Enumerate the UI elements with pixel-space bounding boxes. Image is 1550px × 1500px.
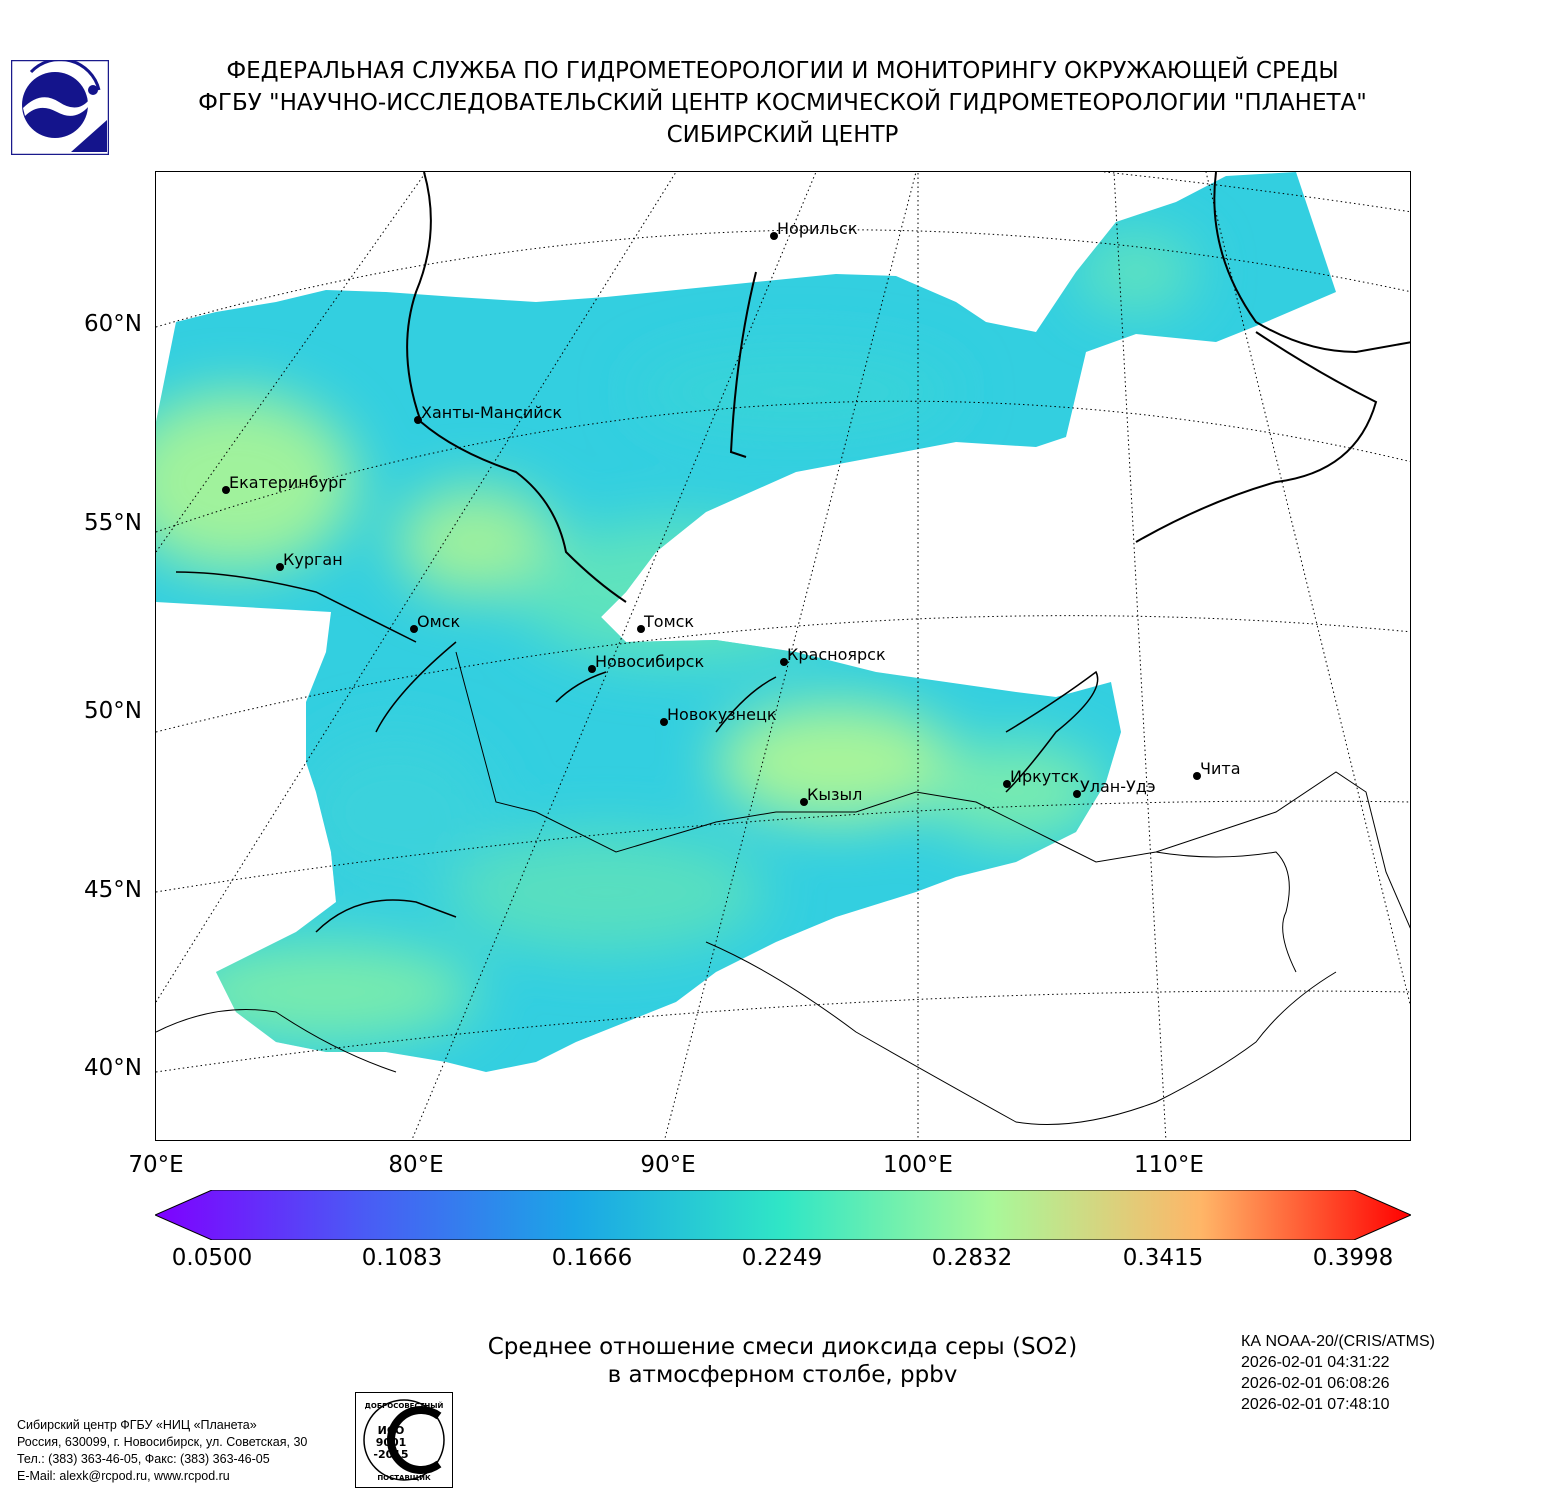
- city-marker: [1193, 772, 1201, 780]
- city-marker: [637, 625, 645, 633]
- lat-label: 50°N: [84, 698, 142, 724]
- lon-label: 70°E: [128, 1152, 184, 1178]
- so2-field: [156, 172, 1336, 1072]
- colorbar-tick-label: 0.1083: [361, 1245, 443, 1271]
- map-canvas: Норильск Ханты-Мансийск Екатеринбург Курган…: [156, 172, 1410, 1140]
- iso-top-text: ДОБРОСОВЕСТНЫЙ: [365, 1401, 444, 1410]
- footer-line: Сибирский центр ФГБУ «НИЦ «Планета»: [17, 1418, 257, 1432]
- graticule: [156, 172, 1410, 1140]
- footer-line: E-Mail: alexk@rcpod.ru, www.rcpod.ru: [17, 1469, 230, 1483]
- city-marker: [222, 486, 230, 494]
- city-marker: [414, 416, 422, 424]
- city-markers: Норильск Ханты-Мансийск Екатеринбург Курган…: [222, 219, 1241, 806]
- city-label: Томск: [643, 612, 694, 631]
- city-marker: [660, 718, 668, 726]
- city-label: Иркутск: [1010, 767, 1079, 786]
- city-label: Улан-Удэ: [1080, 777, 1156, 796]
- iso-line-2: 9001: [376, 1436, 407, 1449]
- pass-time: 2026-02-01 06:08:26: [1241, 1375, 1390, 1392]
- lat-label: 55°N: [84, 510, 142, 536]
- lat-label: 40°N: [84, 1055, 142, 1081]
- iso-certificate-badge: ДОБРОСОВЕСТНЫЙ ИСО 9001 -2015 ПОСТАВЩИК: [355, 1392, 453, 1488]
- header-line-1: ФЕДЕРАЛЬНАЯ СЛУЖБА ПО ГИДРОМЕТЕОРОЛОГИИ …: [226, 58, 1339, 84]
- city-label: Чита: [1200, 759, 1241, 778]
- lon-label: 100°E: [883, 1152, 953, 1178]
- iso-bottom-text: ПОСТАВЩИК: [377, 1474, 431, 1482]
- city-label: Новосибирск: [595, 652, 704, 671]
- footer-line: Россия, 630099, г. Новосибирск, ул. Сове…: [17, 1435, 308, 1449]
- city-label: Кызыл: [807, 785, 862, 804]
- city-label: Омск: [417, 612, 460, 631]
- city-marker: [276, 563, 284, 571]
- pass-time: 2026-02-01 07:48:10: [1241, 1396, 1390, 1413]
- colorbar-tick-label: 0.0500: [171, 1245, 253, 1271]
- city-label: Курган: [283, 550, 343, 569]
- city-marker: [800, 798, 808, 806]
- agency-logo: [10, 57, 110, 156]
- city-marker: [1073, 790, 1081, 798]
- iso-line-3: -2015: [373, 1448, 408, 1461]
- satellite-name: КА NOAA-20/(CRIS/ATMS): [1241, 1333, 1435, 1350]
- city-label: Екатеринбург: [229, 473, 347, 492]
- city-marker: [1003, 780, 1011, 788]
- city-marker: [770, 232, 778, 240]
- caption-line-1: Среднее отношение смеси диоксида серы (S…: [487, 1334, 1078, 1360]
- lat-label: 45°N: [84, 877, 142, 903]
- city-label: Красноярск: [787, 645, 886, 664]
- iso-line-1: ИСО: [378, 1424, 405, 1437]
- city-marker: [588, 665, 596, 673]
- footer-line: Тел.: (383) 363-46-05, Факс: (383) 363-4…: [17, 1452, 270, 1466]
- coastlines: [156, 172, 1410, 1125]
- lon-label: 110°E: [1134, 1152, 1204, 1178]
- city-marker: [410, 625, 418, 633]
- lat-label: 60°N: [84, 311, 142, 337]
- colorbar: [153, 1189, 1413, 1241]
- colorbar-tick-label: 0.2249: [741, 1245, 823, 1271]
- city-marker: [780, 658, 788, 666]
- colorbar-tick-label: 0.1666: [551, 1245, 633, 1271]
- header-line-3: СИБИРСКИЙ ЦЕНТР: [666, 122, 899, 148]
- colorbar-tick-label: 0.3415: [1122, 1245, 1204, 1271]
- pass-time: 2026-02-01 04:31:22: [1241, 1354, 1390, 1371]
- colorbar-tick-label: 0.3998: [1312, 1245, 1394, 1271]
- caption-line-2: в атмосферном столбе, ppbv: [607, 1362, 958, 1388]
- lon-label: 90°E: [640, 1152, 696, 1178]
- lon-label: 80°E: [388, 1152, 444, 1178]
- colorbar-tick-label: 0.2832: [931, 1245, 1013, 1271]
- city-label: Норильск: [777, 219, 858, 238]
- city-label: Ханты-Мансийск: [421, 403, 562, 422]
- so2-map: Норильск Ханты-Мансийск Екатеринбург Курган…: [155, 171, 1411, 1141]
- header-line-2: ФГБУ "НАУЧНО-ИССЛЕДОВАТЕЛЬСКИЙ ЦЕНТР КОС…: [198, 90, 1367, 116]
- city-label: Новокузнецк: [667, 705, 777, 724]
